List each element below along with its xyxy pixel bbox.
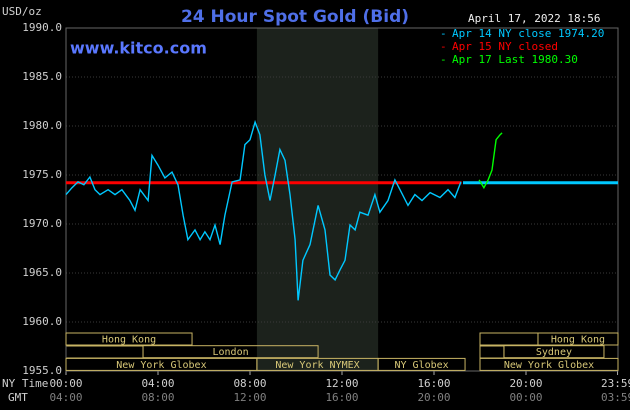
- legend-entry: Apr 14 NY close 1974.20: [452, 27, 604, 40]
- unit-label: USD/oz: [2, 5, 42, 18]
- legend-entry: Apr 17 Last 1980.30: [452, 53, 578, 66]
- session-label: New York Globex: [504, 360, 594, 371]
- y-tick-label: 1985.0: [22, 70, 62, 83]
- y-tick-label: 1955.0: [22, 364, 62, 377]
- legend-dash: -: [440, 40, 447, 53]
- timestamp: April 17, 2022 18:56: [468, 12, 600, 25]
- x2-tick-label: 20:00: [417, 391, 450, 404]
- session-box: [479, 357, 619, 371]
- x2-tick-label: 12:00: [233, 391, 266, 404]
- session-box: [65, 332, 193, 346]
- session-box: [377, 357, 466, 371]
- session-shade: [256, 28, 379, 371]
- series-line: [478, 132, 503, 190]
- y-tick-label: 1965.0: [22, 266, 62, 279]
- session-box: [142, 345, 319, 359]
- session-label: Hong Kong: [102, 335, 156, 346]
- legend-dash: -: [440, 27, 447, 40]
- session-box: [537, 332, 619, 346]
- x2-tick-label: 00:00: [509, 391, 542, 404]
- session-label: Sydney: [536, 347, 572, 358]
- legend-dash: -: [440, 53, 447, 66]
- session-label: NY Globex: [394, 360, 448, 371]
- legend-entry: Apr 15 NY closed: [452, 40, 558, 53]
- session-label: London: [213, 347, 249, 358]
- x2-axis-label: GMT: [8, 391, 28, 404]
- x2-tick-label: 16:00: [325, 391, 358, 404]
- session-continuation: [479, 345, 505, 359]
- x2-tick-label: 08:00: [141, 391, 174, 404]
- session-box: [503, 345, 605, 359]
- session-label: New York NYMEX: [275, 360, 359, 371]
- y-tick-label: 1970.0: [22, 217, 62, 230]
- session-continuation: [479, 332, 539, 346]
- x-tick-label: 12:00: [325, 377, 358, 390]
- session-label: New York Globex: [116, 360, 206, 371]
- y-tick-label: 1960.0: [22, 315, 62, 328]
- series-line: [65, 119, 462, 301]
- plot-background: [66, 27, 618, 372]
- y-tick-label: 1980.0: [22, 119, 62, 132]
- x2-tick-label: 03:59: [601, 391, 630, 404]
- x-tick-label: 16:00: [417, 377, 450, 390]
- x-axis-label: NY Time: [2, 377, 48, 390]
- site-label: www.kitco.com: [70, 39, 207, 58]
- x-tick-label: 08:00: [233, 377, 266, 390]
- x-tick-label: 00:00: [49, 377, 82, 390]
- x2-tick-label: 04:00: [49, 391, 82, 404]
- x-tick-label: 20:00: [509, 377, 542, 390]
- x-tick-label: 23:59: [601, 377, 630, 390]
- session-continuation: [65, 345, 144, 359]
- x-tick-label: 04:00: [141, 377, 174, 390]
- y-tick-label: 1990.0: [22, 21, 62, 34]
- chart-title: 24 Hour Spot Gold (Bid): [181, 7, 409, 27]
- session-label: Hong Kong: [551, 335, 605, 346]
- plot-frame: [65, 27, 619, 372]
- y-tick-label: 1975.0: [22, 168, 62, 181]
